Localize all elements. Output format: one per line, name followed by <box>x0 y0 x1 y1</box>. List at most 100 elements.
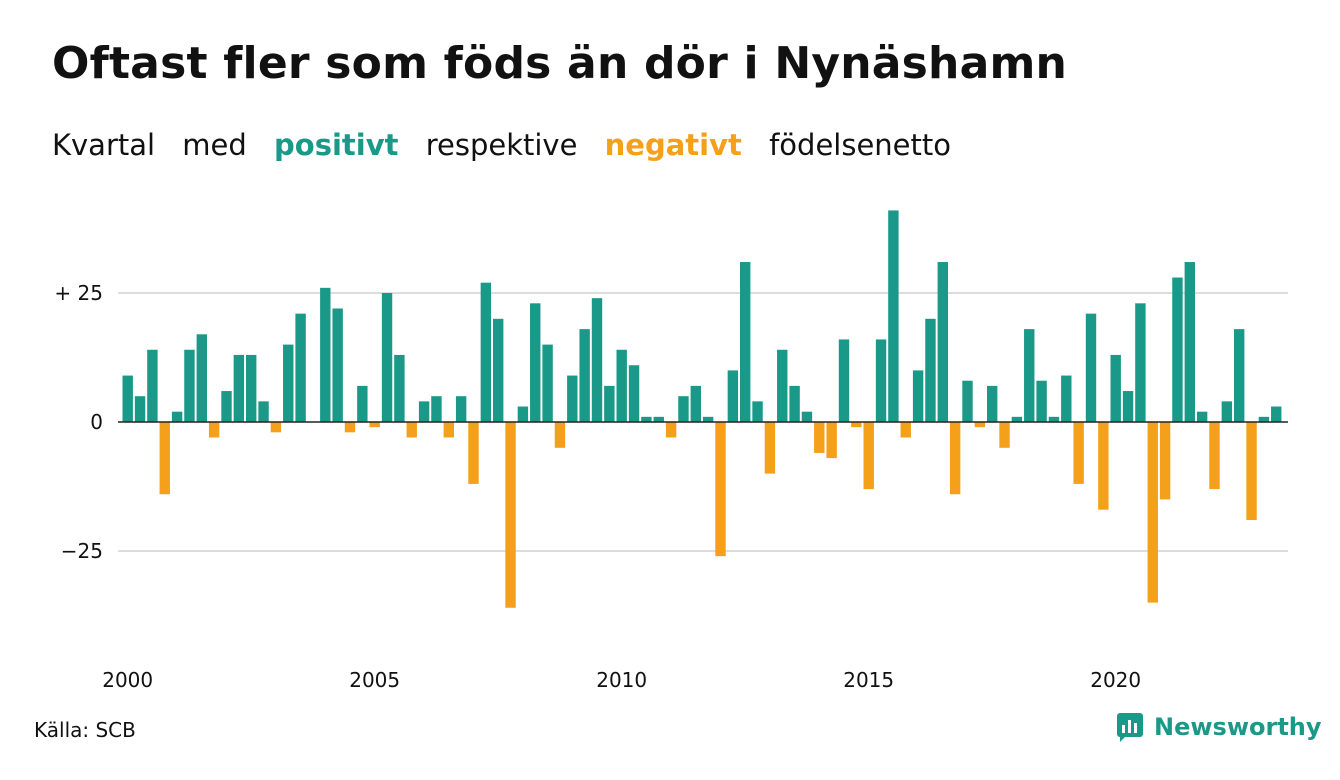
bar <box>208 422 220 438</box>
subtitle-negative-legend: negativt <box>604 128 742 162</box>
bar <box>838 339 850 422</box>
chart-subtitle: Kvartal med positivt respektive negativt… <box>52 128 969 162</box>
bar <box>987 385 998 422</box>
chart-title: Oftast fler som föds än dör i Nynäshamn <box>52 38 1068 89</box>
bar <box>653 416 664 422</box>
bar <box>1234 329 1245 422</box>
bar <box>1011 416 1023 422</box>
bar <box>740 262 751 422</box>
bar <box>962 380 973 422</box>
source-note: Källa: SCB <box>34 718 136 742</box>
subtitle-word-kvartal: Kvartal <box>52 128 156 162</box>
bar <box>233 354 245 422</box>
subtitle-positive-legend: positivt <box>274 128 399 162</box>
bar <box>1061 375 1072 422</box>
subtitle-word-respektive: respektive <box>425 128 578 162</box>
bar <box>418 401 430 422</box>
subtitle-word-fodelsenetto: födelsenetto <box>769 128 951 162</box>
x-tick-label: 2005 <box>349 668 400 692</box>
bar <box>715 422 726 557</box>
bar <box>702 416 714 422</box>
bar <box>1024 329 1035 422</box>
bar <box>628 365 640 422</box>
bar <box>344 422 356 433</box>
bar <box>1036 380 1047 422</box>
bar <box>801 411 813 422</box>
bar <box>999 422 1010 448</box>
bar <box>1258 416 1270 422</box>
bar <box>320 287 331 422</box>
subtitle-word-med: med <box>182 128 247 162</box>
bar <box>394 354 405 422</box>
newsworthy-logo: Newsworthy <box>1116 712 1322 742</box>
bar <box>443 422 454 438</box>
bar <box>1221 401 1233 422</box>
bar <box>1110 354 1121 422</box>
bar <box>752 401 763 422</box>
bar <box>789 385 800 422</box>
bar <box>900 422 911 438</box>
bar <box>122 375 133 422</box>
bar <box>270 422 282 433</box>
bar <box>1246 422 1257 521</box>
bar <box>455 396 467 422</box>
bar <box>554 422 566 448</box>
bar <box>1147 422 1158 603</box>
bar <box>517 406 529 422</box>
bar <box>369 422 380 428</box>
x-tick-label: 2020 <box>1090 668 1141 692</box>
bar <box>814 422 825 453</box>
bar <box>505 422 516 608</box>
bar <box>665 422 677 438</box>
bar <box>875 339 887 422</box>
bar <box>381 293 393 422</box>
x-tick-label: 2015 <box>843 668 894 692</box>
bar <box>1135 303 1146 422</box>
bar <box>1048 416 1060 422</box>
bar <box>171 411 183 422</box>
bar <box>863 422 874 490</box>
y-tick-label: −25 <box>61 539 103 563</box>
bar <box>332 308 343 422</box>
bar <box>406 422 417 438</box>
bar <box>727 370 739 422</box>
bar <box>925 318 936 422</box>
bar <box>530 303 541 422</box>
bar <box>888 210 899 422</box>
bar <box>246 354 257 422</box>
bar <box>641 416 652 422</box>
bar <box>616 349 627 422</box>
y-tick-label: + 25 <box>54 281 103 305</box>
bar <box>567 375 578 422</box>
bar <box>591 298 603 422</box>
bar <box>777 349 788 422</box>
bar <box>1122 391 1134 422</box>
bar <box>937 262 948 422</box>
bar <box>604 385 615 422</box>
bar <box>184 349 195 422</box>
bar <box>690 385 701 422</box>
bar <box>221 391 232 422</box>
bar <box>295 313 306 422</box>
x-tick-label: 2010 <box>596 668 647 692</box>
bar <box>826 422 837 459</box>
bar <box>1271 406 1282 422</box>
bar <box>357 385 368 422</box>
bar <box>1184 262 1195 422</box>
bar <box>912 370 924 422</box>
bar <box>1073 422 1084 484</box>
x-tick-label: 2000 <box>102 668 153 692</box>
bar <box>480 282 492 422</box>
bar <box>258 401 269 422</box>
bar <box>468 422 479 484</box>
bar <box>159 422 170 495</box>
bar <box>1209 422 1220 490</box>
bar <box>542 344 553 422</box>
bar <box>764 422 776 474</box>
bar <box>196 334 207 422</box>
bar <box>1085 313 1097 422</box>
bar <box>579 329 590 422</box>
bar <box>1196 411 1208 422</box>
bar <box>1172 277 1183 422</box>
bar <box>949 422 961 495</box>
